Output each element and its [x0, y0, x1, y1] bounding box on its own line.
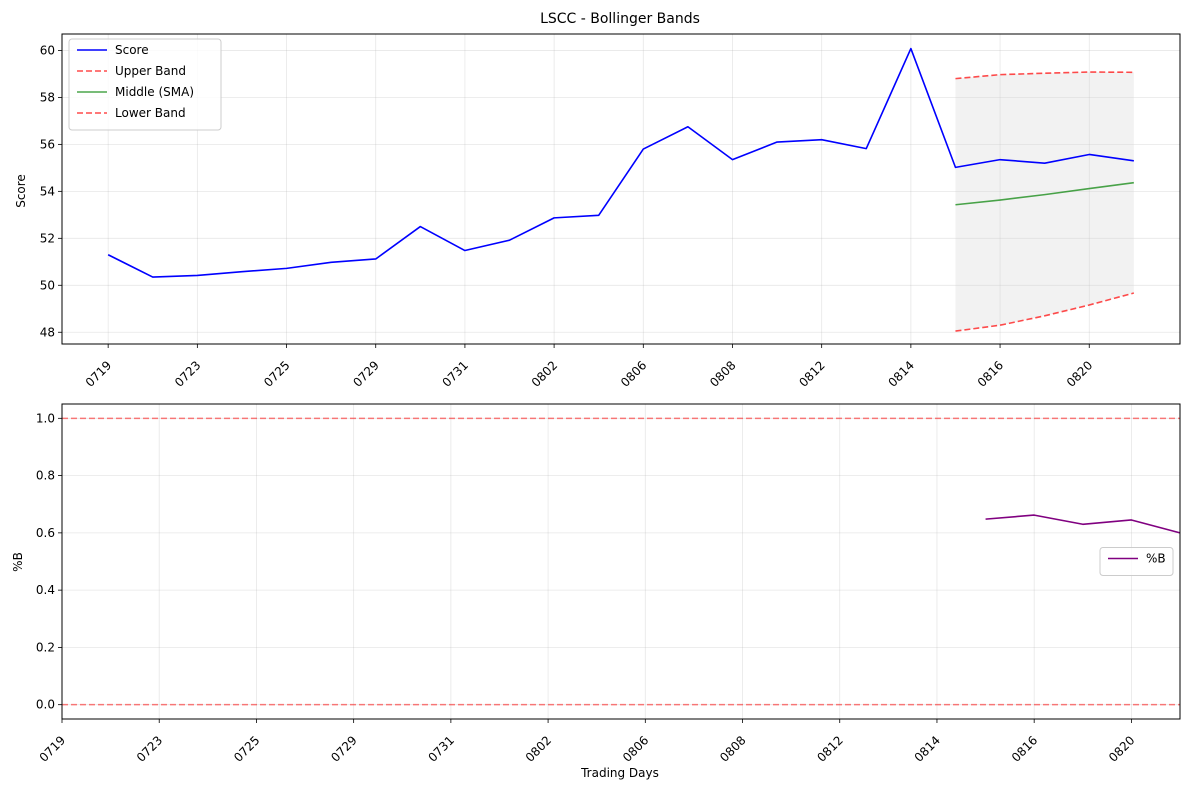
bollinger-bands-panel: LSCC - Bollinger Bands Score 48 50 52 54 56 5…: [14, 11, 1181, 390]
y-tick-label: 54: [40, 184, 55, 198]
series-line-lower-band: [955, 292, 1135, 332]
y-tick-label: 56: [40, 137, 55, 151]
y-tick-label: 0.4: [36, 583, 55, 597]
y-axis-label: %B: [11, 552, 25, 572]
legend: %B: [1099, 547, 1174, 576]
series-line-b: [985, 514, 1181, 534]
y-tick-label: 0.0: [36, 698, 55, 712]
y-tick-label: 0.6: [36, 526, 55, 540]
legend: Score Upper Band Middle (SMA) Lower Band: [68, 38, 222, 131]
legend-label-score: Score: [115, 43, 149, 57]
y-tick-label: 0.8: [36, 469, 55, 483]
legend-label-upper-band: Upper Band: [115, 64, 186, 78]
series-lines: [985, 514, 1181, 534]
legend-box: [68, 38, 222, 131]
bollinger-band-fill: [955, 72, 1134, 332]
y-tick-label: 60: [40, 43, 55, 57]
chart-title: LSCC - Bollinger Bands: [540, 11, 700, 27]
plot-frame: [61, 403, 1181, 720]
y-tick-label: 1.0: [36, 411, 55, 425]
x-axis-label: Trading Days: [580, 766, 659, 780]
plot-frame: [61, 33, 1181, 345]
legend-label-b: %B: [1146, 552, 1166, 566]
y-tick-label: 0.2: [36, 640, 55, 654]
grid: [61, 404, 1180, 719]
series-line-upper-band: [955, 71, 1134, 80]
y-ticks: 48 50 52 54 56 58 60: [40, 43, 62, 339]
y-axis-label: Score: [14, 174, 28, 208]
y-tick-label: 48: [40, 325, 55, 339]
series-lines: [107, 47, 1135, 332]
y-tick-label: 50: [40, 278, 55, 292]
y-ticks: 0.0 0.2 0.4 0.6 0.8 1.0: [36, 411, 62, 712]
y-tick-label: 52: [40, 231, 55, 245]
band-fill: [955, 72, 1134, 332]
series-line-score: [107, 47, 1134, 278]
legend-label-middle-sma: Middle (SMA): [115, 85, 194, 99]
legend-box: [1099, 547, 1174, 576]
legend-label-lower-band: Lower Band: [115, 106, 186, 120]
y-tick-label: 58: [40, 90, 55, 104]
series-line-middle-sma: [955, 181, 1134, 206]
reference-lines: [62, 417, 1180, 706]
